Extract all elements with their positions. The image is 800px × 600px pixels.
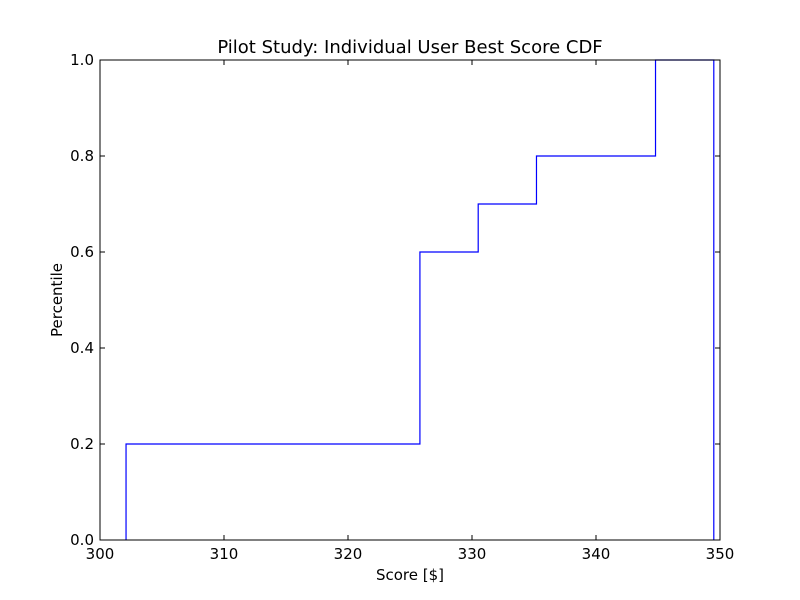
x-tick-label: 310 — [210, 545, 239, 563]
plot-frame — [99, 59, 721, 541]
y-axis-ticks: 0.0 0.2 0.4 0.6 0.8 1.0 — [70, 51, 720, 549]
x-tick-label: 320 — [334, 545, 363, 563]
x-axis-label: Score [$] — [376, 566, 444, 584]
plot-background — [100, 60, 720, 540]
x-tick-label: 330 — [458, 545, 487, 563]
x-tick-label: 340 — [582, 545, 611, 563]
y-tick-label: 0.4 — [70, 339, 94, 357]
y-tick-label: 1.0 — [70, 51, 94, 69]
y-tick-label: 0.2 — [70, 435, 94, 453]
y-tick-label: 0.6 — [70, 243, 94, 261]
y-tick-label: 0.0 — [70, 531, 94, 549]
x-axis-ticks: 300 310 320 330 340 350 — [86, 60, 735, 563]
x-tick-label: 300 — [86, 545, 115, 563]
y-tick-label: 0.8 — [70, 147, 94, 165]
chart-title: Pilot Study: Individual User Best Score … — [217, 37, 602, 58]
x-tick-label: 350 — [706, 545, 735, 563]
y-axis-label: Percentile — [48, 263, 66, 337]
